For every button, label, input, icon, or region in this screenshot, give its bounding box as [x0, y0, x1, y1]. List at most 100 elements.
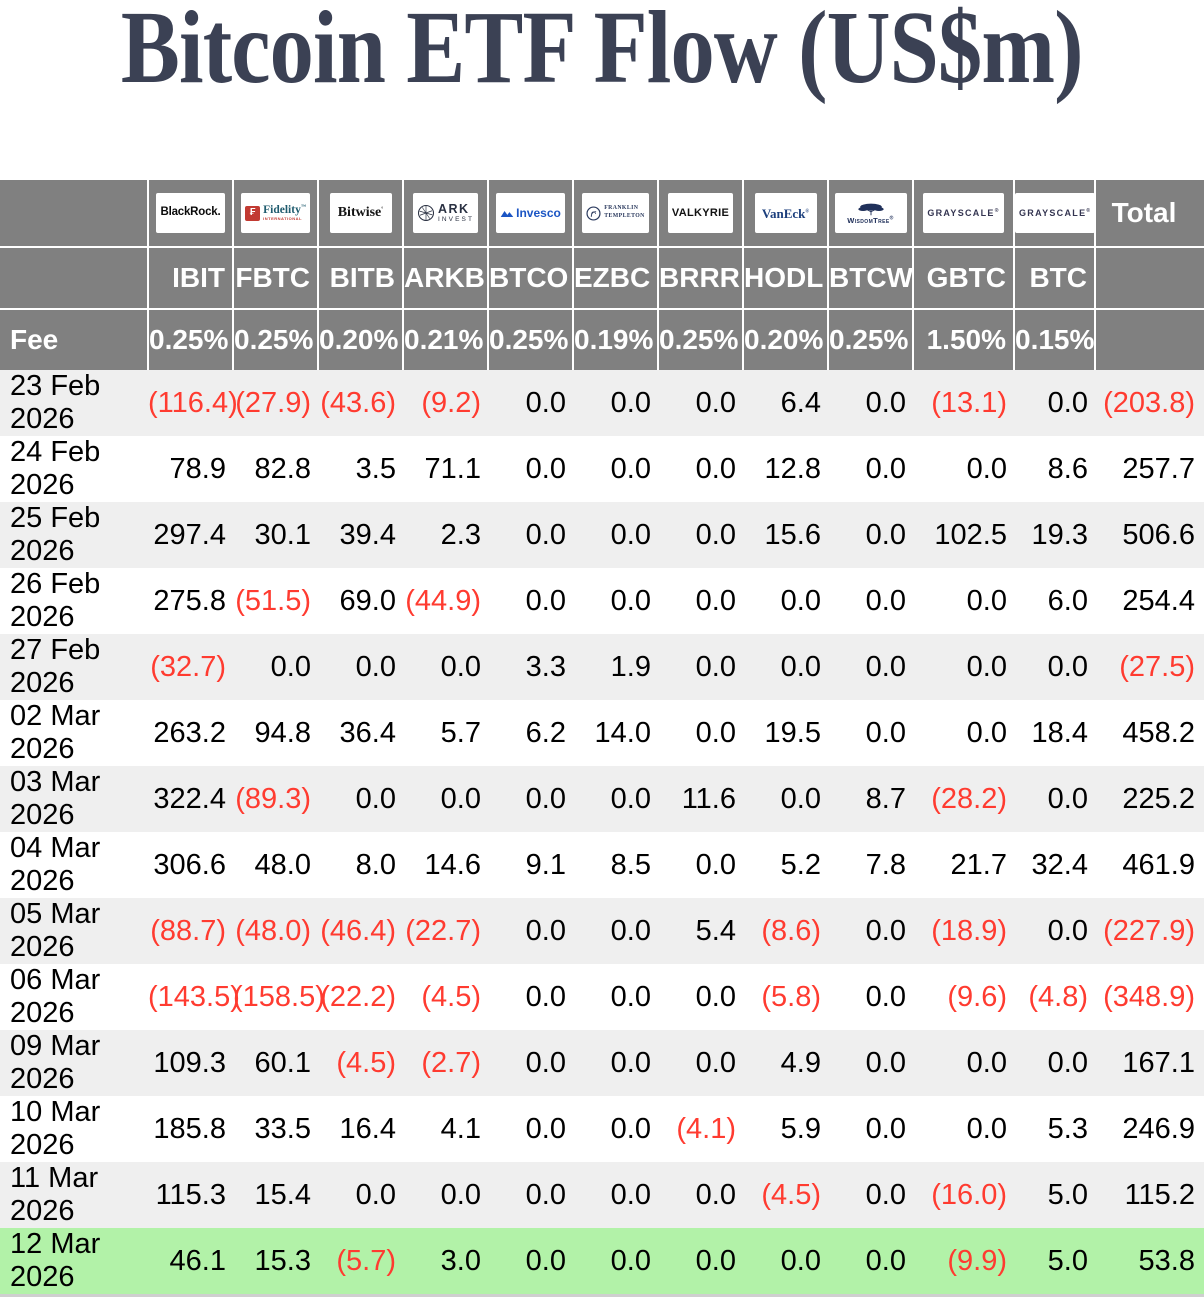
value-cell: 0.0: [1047, 650, 1088, 683]
value-cell: 94.8: [254, 716, 311, 749]
value-cell: 78.9: [169, 452, 226, 485]
fee-ibit: 0.25%: [148, 309, 234, 370]
value-cell: 263.2: [153, 716, 226, 749]
fee-bitb: 0.20%: [318, 309, 404, 370]
value-cell: 0.0: [865, 914, 906, 947]
fee-fbtc: 0.25%: [233, 309, 319, 370]
total-cell: (348.9): [1103, 980, 1195, 1013]
value-cell: 0.0: [355, 782, 396, 815]
value-cell: 15.6: [764, 518, 821, 551]
table-row: 03 Mar 2026 322.4 (89.3) 0.0 0.0 0.0 0.0 11.6 0.…: [0, 766, 1204, 832]
table-row: 04 Mar 2026 306.6 48.0 8.0 14.6 9.1 8.5 0.0 5.2 7…: [0, 832, 1204, 898]
value-cell: 0.0: [525, 1178, 566, 1211]
value-cell: 18.4: [1031, 716, 1088, 749]
blank-cell: [1095, 309, 1204, 370]
value-cell: 71.1: [424, 452, 481, 485]
value-cell: (2.7): [421, 1046, 481, 1079]
value-cell: (143.5): [148, 980, 240, 1013]
value-cell: 0.0: [865, 980, 906, 1013]
total-cell: 506.6: [1122, 518, 1195, 551]
ticker-btco: BTCO: [488, 247, 574, 310]
value-cell: 0.0: [865, 650, 906, 683]
value-cell: 0.0: [610, 1046, 651, 1079]
fee-hodl: 0.20%: [743, 309, 829, 370]
total-cell: 257.7: [1122, 452, 1195, 485]
value-cell: 0.0: [695, 980, 736, 1013]
wisdomtree-logo: WisdomTree®: [834, 193, 907, 233]
value-cell: 0.0: [865, 716, 906, 749]
fee-btco: 0.25%: [488, 309, 574, 370]
value-cell: 0.0: [780, 1244, 821, 1277]
value-cell: 0.0: [780, 650, 821, 683]
value-cell: 3.0: [440, 1244, 481, 1277]
value-cell: 0.0: [695, 1178, 736, 1211]
fidelity-f-icon: ₣: [245, 205, 261, 221]
value-cell: (4.1): [676, 1112, 736, 1145]
value-cell: 0.0: [695, 518, 736, 551]
fee-btcw: 0.25%: [828, 309, 914, 370]
value-cell: 0.0: [525, 980, 566, 1013]
fee-arkb: 0.21%: [403, 309, 489, 370]
value-cell: (9.2): [421, 386, 481, 419]
value-cell: 0.0: [966, 1112, 1007, 1145]
ticker-hodl: HODL: [743, 247, 829, 310]
value-cell: (8.6): [761, 914, 821, 947]
value-cell: (4.5): [761, 1178, 821, 1211]
value-cell: 0.0: [865, 452, 906, 485]
value-cell: 0.0: [525, 782, 566, 815]
value-cell: (116.4): [148, 386, 238, 419]
value-cell: 0.0: [525, 386, 566, 419]
value-cell: 185.8: [153, 1112, 226, 1145]
value-cell: (88.7): [150, 914, 226, 947]
total-cell: 458.2: [1122, 716, 1195, 749]
ticker-arkb: ARKB: [403, 247, 489, 310]
date-cell: 09 Mar 2026: [10, 1030, 101, 1095]
total-cell: 53.8: [1138, 1244, 1195, 1277]
value-cell: 5.7: [440, 716, 481, 749]
fee-row: Fee 0.25% 0.25% 0.20% 0.21% 0.25% 0.19% 0.25% 0.…: [0, 309, 1204, 370]
value-cell: (46.4): [320, 914, 396, 947]
value-cell: (4.5): [336, 1046, 396, 1079]
value-cell: (27.9): [235, 386, 311, 419]
fee-brrr: 0.25%: [658, 309, 744, 370]
value-cell: 115.3: [155, 1178, 226, 1211]
value-cell: 0.0: [610, 1112, 651, 1145]
ticker-brrr: BRRR: [658, 247, 744, 310]
value-cell: 0.0: [865, 1244, 906, 1277]
ticker-btcw: BTCW: [828, 247, 914, 310]
total-header: Total: [1095, 180, 1204, 248]
table-row: 26 Feb 2026 275.8 (51.5) 69.0 (44.9) 0.0 0.0 0.…: [0, 568, 1204, 634]
value-cell: 0.0: [525, 518, 566, 551]
value-cell: (9.9): [947, 1244, 1007, 1277]
date-cell: 10 Mar 2026: [10, 1096, 101, 1161]
value-cell: 275.8: [153, 584, 226, 617]
value-cell: 297.4: [153, 518, 226, 551]
value-cell: (16.0): [931, 1178, 1007, 1211]
value-cell: (13.1): [931, 386, 1007, 419]
value-cell: 15.3: [254, 1244, 311, 1277]
value-cell: 0.0: [695, 1046, 736, 1079]
value-cell: 5.3: [1047, 1112, 1088, 1145]
value-cell: (28.2): [931, 782, 1007, 815]
value-cell: 30.1: [254, 518, 311, 551]
fidelity-logo: ₣ Fidelity™ INTERNATIONAL: [241, 193, 310, 233]
corner-cell: [0, 180, 149, 248]
total-cell: 167.1: [1122, 1046, 1195, 1079]
value-cell: 0.0: [966, 1046, 1007, 1079]
value-cell: 3.5: [355, 452, 396, 485]
value-cell: 0.0: [355, 1178, 396, 1211]
ticker-gbtc: GBTC: [913, 247, 1015, 310]
blackrock-logo: BlackRock.: [156, 193, 225, 233]
value-cell: (9.6): [947, 980, 1007, 1013]
ticker-btc: BTC: [1014, 247, 1096, 310]
value-cell: 5.0: [1047, 1244, 1088, 1277]
value-cell: 48.0: [254, 848, 311, 881]
table-row: 27 Feb 2026 (32.7) 0.0 0.0 0.0 3.3 1.9 0.0 0.0 0.…: [0, 634, 1204, 700]
fee-btc: 0.15%: [1014, 309, 1096, 370]
ticker-bitb: BITB: [318, 247, 404, 310]
value-cell: 5.2: [780, 848, 821, 881]
invesco-logo: Invesco: [496, 193, 565, 233]
value-cell: 0.0: [966, 452, 1007, 485]
value-cell: 0.0: [1047, 1046, 1088, 1079]
blank-cell: [1095, 247, 1204, 310]
